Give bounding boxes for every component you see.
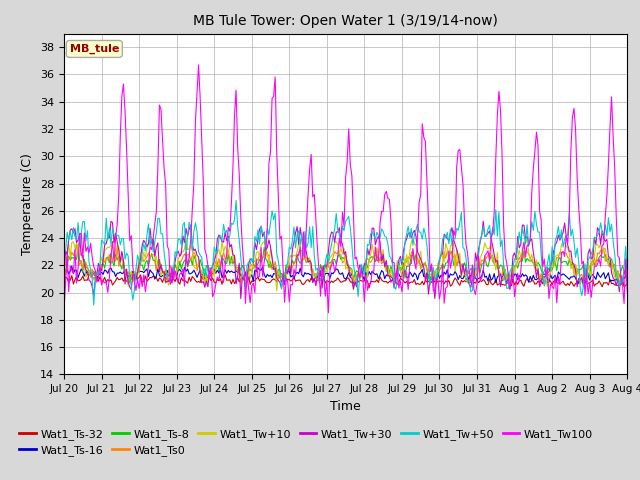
Wat1_Tw+30 — [165, 278, 173, 284]
Line: Wat1_Ts0: Wat1_Ts0 — [64, 245, 627, 282]
Wat1_Ts-16 — [403, 274, 410, 280]
Wat1_Ts-16 — [623, 274, 631, 280]
Wat1_Ts-16 — [557, 272, 565, 278]
Wat1_Ts0 — [384, 265, 392, 271]
Wat1_Tw+50 — [384, 241, 392, 247]
Wat1_Ts0 — [403, 259, 410, 265]
Wat1_Ts-8 — [168, 266, 176, 272]
Wat1_Ts-32 — [415, 281, 423, 287]
Wat1_Tw+30 — [557, 233, 565, 239]
Wat1_Ts-8 — [74, 241, 82, 247]
Wat1_Ts0 — [557, 251, 565, 257]
Wat1_Ts-32 — [384, 280, 392, 286]
Wat1_Tw+10 — [557, 241, 565, 247]
Wat1_Tw+30 — [479, 218, 487, 224]
Wat1_Ts0 — [73, 242, 81, 248]
Wat1_Ts-32 — [132, 272, 140, 277]
X-axis label: Time: Time — [330, 400, 361, 413]
Wat1_Tw100 — [195, 62, 202, 68]
Wat1_Tw100 — [557, 249, 565, 255]
Wat1_Tw+50 — [557, 227, 565, 233]
Line: Wat1_Ts-16: Wat1_Ts-16 — [64, 266, 627, 284]
Wat1_Tw100 — [76, 230, 83, 236]
Wat1_Ts-8 — [403, 264, 410, 269]
Wat1_Ts-32 — [623, 281, 631, 287]
Wat1_Tw+10 — [384, 264, 392, 270]
Wat1_Tw+10 — [76, 236, 83, 242]
Wat1_Tw+50 — [76, 243, 83, 249]
Wat1_Tw+10 — [166, 274, 174, 279]
Y-axis label: Temperature (C): Temperature (C) — [22, 153, 35, 255]
Wat1_Tw+50 — [60, 247, 68, 252]
Wat1_Tw100 — [384, 195, 392, 201]
Wat1_Ts0 — [60, 264, 68, 270]
Wat1_Tw+50 — [623, 268, 631, 274]
Wat1_Ts-16 — [384, 273, 392, 279]
Wat1_Tw100 — [415, 199, 423, 205]
Wat1_Ts-8 — [415, 260, 423, 265]
Line: Wat1_Tw+10: Wat1_Tw+10 — [64, 237, 627, 291]
Wat1_Ts-32 — [403, 278, 410, 284]
Wat1_Ts-8 — [384, 263, 392, 268]
Wat1_Tw+50 — [232, 197, 240, 203]
Wat1_Ts-16 — [349, 281, 357, 287]
Wat1_Ts0 — [166, 263, 174, 268]
Line: Wat1_Ts-32: Wat1_Ts-32 — [64, 275, 627, 288]
Wat1_Tw+10 — [273, 288, 280, 294]
Line: Wat1_Ts-8: Wat1_Ts-8 — [64, 244, 627, 283]
Line: Wat1_Tw+50: Wat1_Tw+50 — [64, 200, 627, 305]
Wat1_Ts-16 — [68, 264, 76, 269]
Wat1_Tw+10 — [146, 234, 154, 240]
Wat1_Ts0 — [415, 256, 423, 262]
Wat1_Ts0 — [623, 262, 631, 268]
Line: Wat1_Tw+30: Wat1_Tw+30 — [64, 221, 627, 299]
Text: MB_tule: MB_tule — [70, 44, 119, 54]
Wat1_Ts-16 — [166, 271, 174, 277]
Wat1_Tw+50 — [403, 231, 410, 237]
Wat1_Ts-32 — [557, 280, 565, 286]
Wat1_Ts-8 — [126, 280, 134, 286]
Wat1_Tw100 — [324, 310, 332, 316]
Wat1_Ts-32 — [76, 277, 83, 283]
Wat1_Tw+30 — [413, 249, 421, 254]
Wat1_Tw+10 — [403, 252, 410, 257]
Wat1_Ts-32 — [166, 279, 174, 285]
Wat1_Tw100 — [60, 309, 68, 314]
Wat1_Ts-8 — [60, 263, 68, 268]
Wat1_Tw+10 — [623, 257, 631, 263]
Wat1_Ts-8 — [77, 258, 85, 264]
Title: MB Tule Tower: Open Water 1 (3/19/14-now): MB Tule Tower: Open Water 1 (3/19/14-now… — [193, 14, 498, 28]
Wat1_Ts-32 — [365, 285, 373, 291]
Wat1_Tw+50 — [166, 276, 174, 282]
Wat1_Tw+30 — [76, 231, 83, 237]
Wat1_Tw100 — [403, 271, 410, 276]
Wat1_Tw100 — [623, 289, 631, 295]
Wat1_Tw+50 — [415, 229, 423, 235]
Wat1_Tw+30 — [60, 273, 68, 278]
Wat1_Ts0 — [77, 258, 85, 264]
Wat1_Ts-8 — [623, 264, 631, 270]
Wat1_Tw+30 — [383, 258, 390, 264]
Wat1_Tw+30 — [401, 240, 409, 246]
Line: Wat1_Tw100: Wat1_Tw100 — [64, 65, 627, 313]
Wat1_Tw+50 — [90, 302, 97, 308]
Wat1_Ts-8 — [557, 260, 565, 266]
Legend: Wat1_Ts-32, Wat1_Ts-16, Wat1_Ts-8, Wat1_Ts0, Wat1_Tw+10, Wat1_Tw+30, Wat1_Tw+50,: Wat1_Ts-32, Wat1_Ts-16, Wat1_Ts-8, Wat1_… — [15, 424, 597, 460]
Wat1_Tw+30 — [623, 255, 631, 261]
Wat1_Ts0 — [351, 279, 359, 285]
Wat1_Ts-16 — [77, 266, 85, 272]
Wat1_Tw+10 — [415, 256, 423, 262]
Wat1_Tw+10 — [60, 266, 68, 272]
Wat1_Ts-16 — [415, 271, 423, 277]
Wat1_Tw+30 — [237, 296, 244, 301]
Wat1_Ts-32 — [60, 278, 68, 284]
Wat1_Ts-16 — [60, 267, 68, 273]
Wat1_Tw100 — [165, 247, 173, 253]
